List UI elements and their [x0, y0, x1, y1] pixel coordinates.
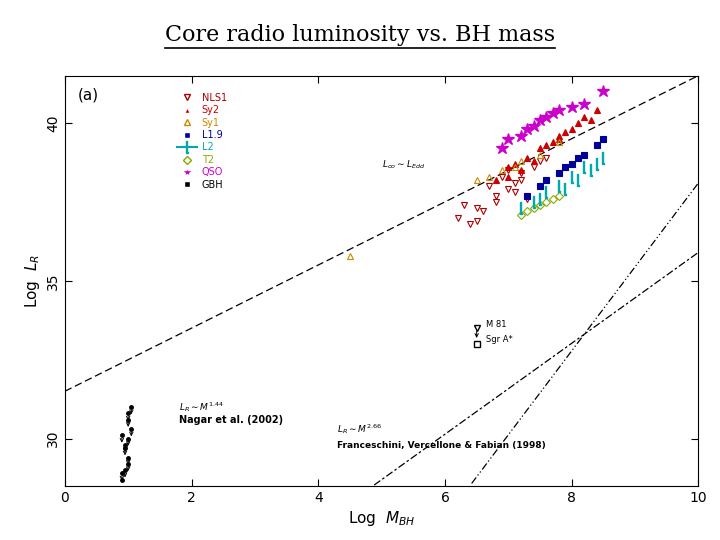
- Text: Core radio luminosity vs. BH mass: Core radio luminosity vs. BH mass: [165, 24, 555, 46]
- Text: M 81: M 81: [486, 320, 507, 328]
- Text: $L_R{\sim}M^{1.44}$: $L_R{\sim}M^{1.44}$: [179, 400, 224, 414]
- X-axis label: Log  $M_{BH}$: Log $M_{BH}$: [348, 509, 415, 528]
- Text: (a): (a): [78, 88, 99, 103]
- Text: Nagar et al. (2002): Nagar et al. (2002): [179, 415, 283, 425]
- Y-axis label: Log  $L_R$: Log $L_R$: [23, 254, 42, 308]
- Text: Sgr A*: Sgr A*: [486, 335, 513, 345]
- Text: Franceschini, Vercellone & Fabian (1998): Franceschini, Vercellone & Fabian (1998): [337, 441, 546, 450]
- Text: $L_R{\sim}M^{2.66}$: $L_R{\sim}M^{2.66}$: [337, 422, 382, 436]
- Legend: NLS1, Sy2, Sy1, L1.9, L2, T2, QSO, GBH: NLS1, Sy2, Sy1, L1.9, L2, T2, QSO, GBH: [177, 93, 227, 190]
- Text: $L_{oo}{\sim}L_{Edd}$: $L_{oo}{\sim}L_{Edd}$: [382, 158, 425, 171]
